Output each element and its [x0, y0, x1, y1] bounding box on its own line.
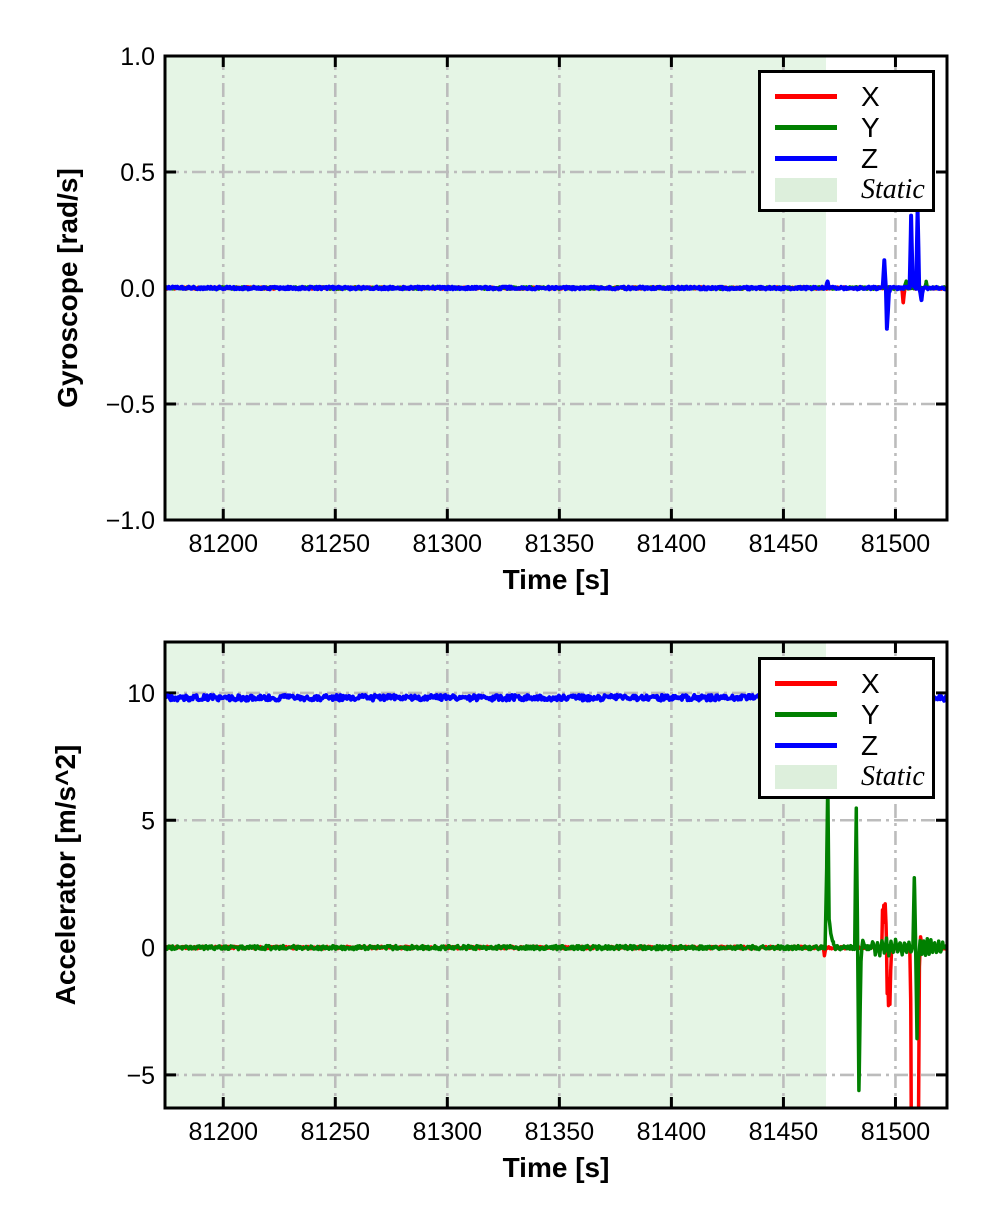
accelerator-y-axis-label: Accelerator [m/s^2] [50, 744, 81, 1006]
y-tick-label: 0 [141, 935, 155, 963]
accelerator-x-axis-label: Time [s] [502, 1152, 610, 1183]
legend-entry-x: X [775, 668, 932, 699]
legend-line-swatch-x [775, 94, 837, 99]
y-tick-label: −5 [126, 1062, 155, 1090]
y-tick-label: −1.0 [106, 507, 155, 535]
accelerator-plot-area: 81200 81250 81300 81350 81400 81450 81500 10 5 0 −… [126, 640, 949, 1146]
tick-labels: 81200 81250 81300 81350 81400 81450 81500 1.0 0.… [106, 43, 931, 558]
legend-entry-y: Y [775, 699, 932, 730]
legend-entry-z: Z [775, 730, 932, 761]
legend-label: Static [861, 760, 925, 792]
gyroscope-y-axis-label: Gyroscope [rad/s] [52, 168, 83, 408]
legend-entry-static: Static [775, 174, 932, 205]
y-tick-label: 0.0 [120, 275, 155, 303]
gyroscope-chart: 81200 81250 81300 81350 81400 81450 81500 1.0 0.… [52, 43, 949, 595]
axes-spines [163, 640, 949, 1110]
x-tick-label: 81350 [525, 1118, 595, 1146]
legend-label: Y [861, 698, 880, 730]
x-tick-label: 81200 [188, 1118, 258, 1146]
legend-line-swatch-z [775, 743, 837, 748]
series-lines [165, 208, 947, 331]
legend-line-swatch-y [775, 712, 837, 717]
series-z [165, 208, 947, 331]
legend-line-swatch-z [775, 156, 837, 161]
x-tick-label: 81250 [301, 1118, 371, 1146]
legend-line-swatch-y [775, 125, 837, 130]
y-tick-label: 5 [141, 807, 155, 835]
x-tick-label: 81200 [188, 530, 258, 558]
x-tick-label: 81450 [749, 1118, 819, 1146]
legend-entry-x: X [775, 81, 932, 112]
legend-label: Z [861, 142, 879, 174]
accelerator-legend: X Y Z Static [758, 657, 935, 799]
x-tick-label: 81250 [301, 530, 371, 558]
legend-entry-z: Z [775, 143, 932, 174]
legend-line-swatch-x [775, 681, 837, 686]
gyroscope-legend: X Y Z Static [758, 70, 935, 212]
x-tick-label: 81450 [749, 530, 819, 558]
static-region [165, 642, 827, 1108]
x-tick-label: 81500 [861, 530, 931, 558]
x-tick-label: 81300 [413, 530, 483, 558]
x-tick-label: 81500 [861, 1118, 931, 1146]
axes-spines [163, 54, 949, 522]
series-y [165, 779, 947, 1093]
tick-labels: 81200 81250 81300 81350 81400 81450 81500 10 5 0 −… [126, 680, 930, 1146]
legend-patch-swatch [775, 177, 837, 202]
legend-label: Static [861, 173, 925, 205]
x-tick-label: 81350 [525, 530, 595, 558]
legend-patch-swatch [775, 764, 837, 789]
legend-entry-y: Y [775, 112, 932, 143]
y-tick-label: 1.0 [120, 43, 155, 71]
x-tick-label: 81400 [637, 1118, 707, 1146]
gyroscope-plot-area: 81200 81250 81300 81350 81400 81450 81500 1.0 0.… [106, 43, 949, 558]
legend-label: Y [861, 111, 880, 143]
x-tick-label: 81300 [413, 1118, 483, 1146]
legend-entry-static: Static [775, 761, 932, 792]
y-tick-label: 10 [127, 680, 155, 708]
y-tick-label: 0.5 [120, 159, 155, 187]
y-tick-label: −0.5 [106, 391, 155, 419]
gyroscope-x-axis-label: Time [s] [502, 564, 610, 595]
accelerator-chart: 81200 81250 81300 81350 81400 81450 81500 10 5 0 −… [0, 614, 992, 1228]
x-tick-label: 81400 [637, 530, 707, 558]
legend-label: X [861, 667, 880, 699]
legend-label: Z [861, 729, 879, 761]
legend-label: X [861, 80, 880, 112]
